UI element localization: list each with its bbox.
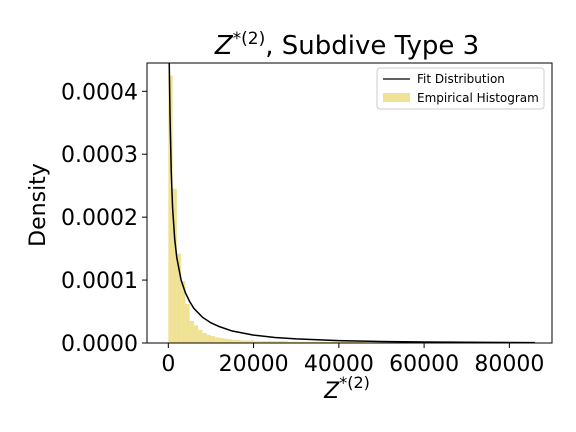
y-axis-title: Density xyxy=(26,163,51,247)
histogram-bar xyxy=(207,335,211,343)
x-tick-label: 60000 xyxy=(389,352,459,377)
y-axis: 0.0000 0.0001 0.0002 0.0003 0.0004 xyxy=(61,80,147,357)
histogram-bar xyxy=(219,338,223,343)
x-axis: 0 20000 40000 60000 80000 xyxy=(161,343,544,377)
y-tick-label: 0.0003 xyxy=(61,143,138,168)
histogram-bar xyxy=(190,321,194,343)
histogram-bar xyxy=(215,337,219,343)
legend-fit-label: Fit Distribution xyxy=(417,72,505,86)
histogram-bar xyxy=(194,325,198,343)
xlabel-symbol: Z xyxy=(323,379,340,404)
y-tick-label: 0.0000 xyxy=(61,332,138,357)
title-superscript: *(2) xyxy=(233,29,266,49)
y-tick-label: 0.0001 xyxy=(61,269,138,294)
histogram-bar xyxy=(198,330,202,343)
y-tick-label: 0.0004 xyxy=(61,80,138,105)
histogram-bar xyxy=(185,304,189,343)
title-rest: , Subdive Type 3 xyxy=(265,31,479,61)
histogram-bar xyxy=(224,339,228,343)
legend-histogram-swatch xyxy=(383,93,410,102)
histogram-bar xyxy=(211,336,215,343)
x-tick-label: 20000 xyxy=(219,352,289,377)
xlabel-superscript: *(2) xyxy=(339,373,370,392)
histogram-bars xyxy=(168,76,513,343)
y-tick-label: 0.0002 xyxy=(61,206,138,231)
chart-title: Z*(2), Subdive Type 3 xyxy=(214,29,479,61)
legend: Fit Distribution Empirical Histogram xyxy=(377,68,544,109)
legend-histogram-label: Empirical Histogram xyxy=(417,91,539,105)
x-tick-label: 80000 xyxy=(474,352,544,377)
histogram-bar xyxy=(202,333,206,343)
x-axis-title: Z*(2) xyxy=(323,373,370,404)
title-symbol: Z xyxy=(214,31,234,61)
histogram-bar xyxy=(228,339,232,343)
x-tick-label: 0 xyxy=(161,352,175,377)
